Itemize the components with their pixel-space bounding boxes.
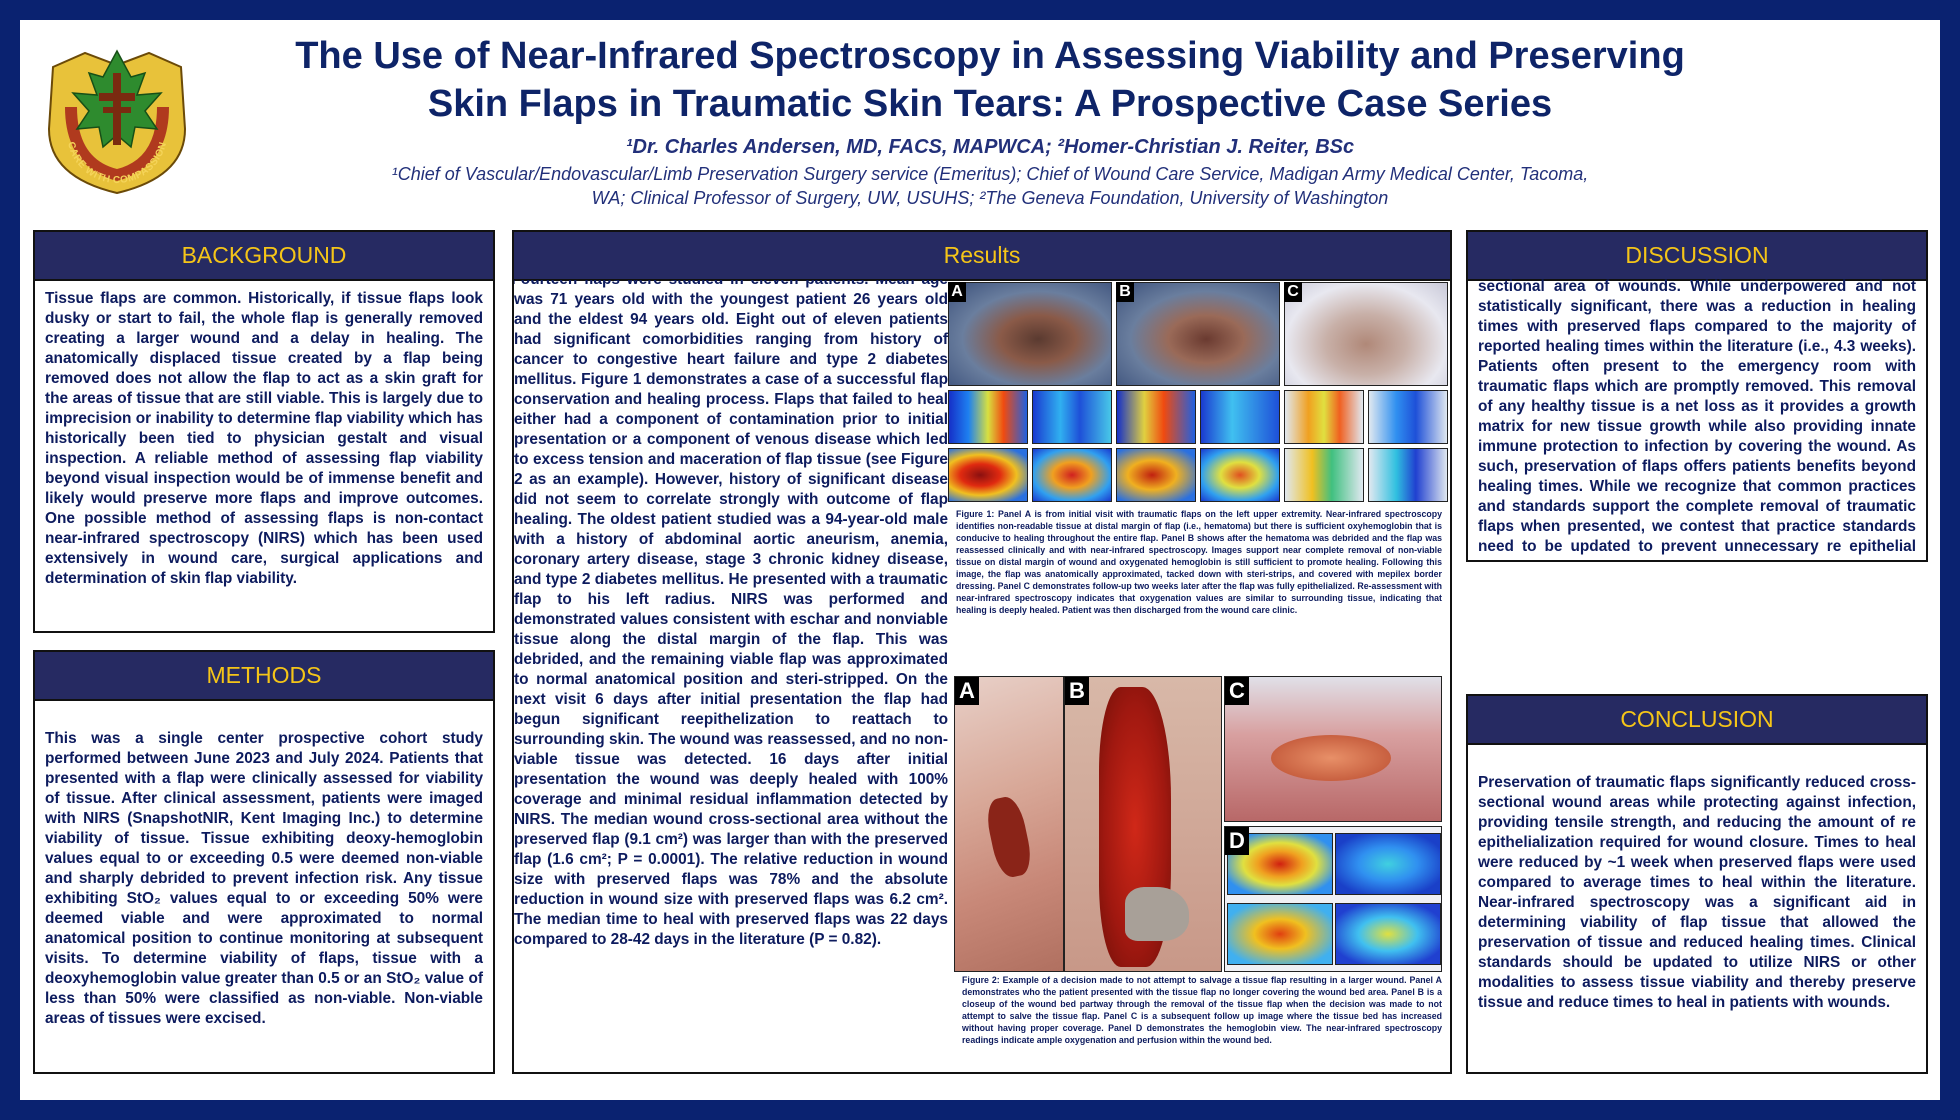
affiliation-line-1: ¹Chief of Vascular/Endovascular/Limb Pre… — [391, 164, 1589, 184]
excised-flap — [1125, 887, 1189, 941]
nirs-map — [1116, 448, 1196, 502]
figure-1-panel-a: A — [948, 282, 1112, 502]
conclusion-text: Preservation of traumatic flaps signific… — [1478, 774, 1916, 1011]
nirs-map — [1368, 448, 1448, 502]
figure-2: A B C D — [954, 676, 1442, 972]
care-with-compassion-logo: CARE WITH COMPASSION — [47, 49, 187, 195]
results-heading: Results — [514, 232, 1450, 281]
nirs-map — [1032, 390, 1112, 444]
nirs-map — [1284, 448, 1364, 502]
nirs-map — [948, 448, 1028, 502]
panel-label: A — [955, 677, 979, 705]
panel-label: B — [1116, 282, 1134, 302]
methods-text: This was a single center prospective coh… — [45, 730, 483, 1027]
discussion-text: sectional area of wounds. While underpow… — [1478, 278, 1916, 555]
affiliation-line-2: WA; Clinical Professor of Surgery, UW, U… — [591, 188, 1389, 208]
figure-1-caption: Figure 1: Panel A is from initial visit … — [956, 509, 1442, 615]
wound-photo — [1116, 282, 1280, 386]
panel-label: D — [1225, 827, 1249, 855]
discussion-panel: DISCUSSION sectional area of wounds. Whi… — [1466, 230, 1928, 562]
nirs-map — [1227, 903, 1333, 965]
wound-bed — [983, 794, 1035, 880]
nirs-map — [1335, 903, 1441, 965]
nirs-map — [1335, 833, 1441, 895]
title-line-1: The Use of Near-Infrared Spectroscopy in… — [295, 35, 1685, 77]
results-panel: Results •Fourteen flaps were studied in … — [512, 230, 1452, 1074]
wound-photo — [1284, 282, 1448, 386]
background-panel: BACKGROUND Tissue flaps are common. Hist… — [33, 230, 495, 633]
results-text: Fourteen flaps were studied in eleven pa… — [514, 280, 948, 948]
wound-bed — [1271, 735, 1391, 781]
figure-2-panel-d: D — [1224, 826, 1442, 972]
panel-label: C — [1225, 677, 1249, 705]
conclusion-heading: CONCLUSION — [1468, 696, 1926, 745]
title-line-2: Skin Flaps in Traumatic Skin Tears: A Pr… — [427, 83, 1553, 125]
panel-label: B — [1065, 677, 1089, 705]
nirs-map — [1284, 390, 1364, 444]
panel-label: A — [948, 282, 966, 302]
nirs-map — [1200, 390, 1280, 444]
panel-label: C — [1284, 282, 1302, 302]
results-text-block: •Fourteen flaps were studied in eleven p… — [514, 280, 948, 1060]
nirs-map — [1116, 390, 1196, 444]
nirs-map — [948, 390, 1028, 444]
affiliations: ¹Chief of Vascular/Endovascular/Limb Pre… — [220, 162, 1760, 210]
wound-photo — [948, 282, 1112, 386]
figure-1-panel-b: B — [1116, 282, 1280, 502]
nirs-map — [1200, 448, 1280, 502]
figure-1: A B C — [948, 282, 1448, 502]
background-heading: BACKGROUND — [35, 232, 493, 281]
figure-2-panel-a: A — [954, 676, 1064, 972]
authors: ¹Dr. Charles Andersen, MD, FACS, MAPWCA;… — [625, 136, 1355, 158]
figure-2-panel-c: C — [1224, 676, 1442, 822]
conclusion-panel: CONCLUSION Preservation of traumatic fla… — [1466, 694, 1928, 1074]
figure-1-panel-c: C — [1284, 282, 1448, 502]
figure-2-caption: Figure 2: Example of a decision made to … — [962, 975, 1442, 1045]
figure-2-panel-b: B — [1064, 676, 1222, 972]
discussion-heading: DISCUSSION — [1468, 232, 1926, 281]
poster: CARE WITH COMPASSION The Use of Near-Inf… — [20, 20, 1940, 1100]
poster-title: The Use of Near-Infrared Spectroscopy in… — [220, 32, 1760, 128]
nirs-map — [1032, 448, 1112, 502]
nirs-map — [1368, 390, 1448, 444]
methods-panel: METHODS This was a single center prospec… — [33, 650, 495, 1074]
background-text: Tissue flaps are common. Historically, i… — [45, 290, 483, 587]
methods-heading: METHODS — [35, 652, 493, 701]
